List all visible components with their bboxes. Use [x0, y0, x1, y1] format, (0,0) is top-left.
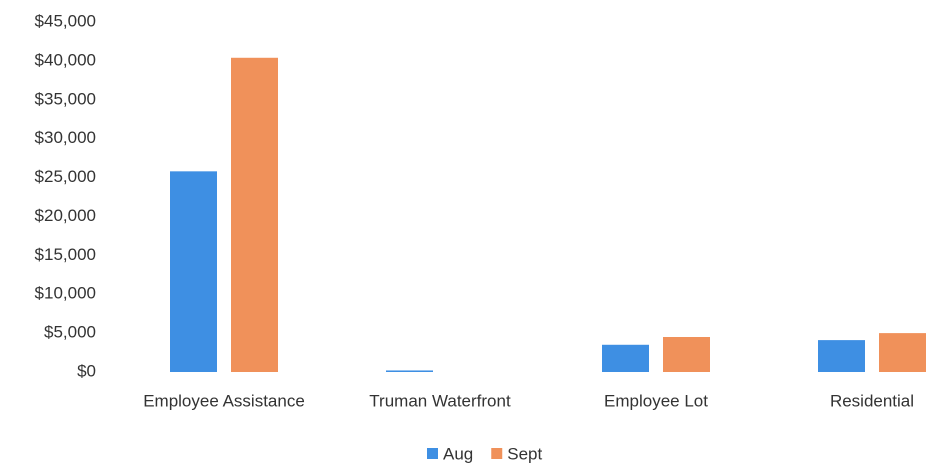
y-tick-label: $0	[77, 361, 96, 380]
bar	[663, 337, 710, 372]
x-tick-label: Employee Lot	[604, 391, 708, 410]
y-tick-label: $5,000	[44, 323, 96, 342]
legend-swatch	[427, 448, 438, 459]
bar	[818, 340, 865, 372]
y-tick-label: $10,000	[35, 284, 96, 303]
y-tick-label: $15,000	[35, 245, 96, 264]
x-tick-label: Residential	[830, 391, 914, 410]
bar	[386, 370, 433, 372]
x-tick-label: Truman Waterfront	[369, 391, 511, 410]
y-tick-label: $25,000	[35, 167, 96, 186]
legend-label: Sept	[507, 444, 542, 463]
bar	[879, 333, 926, 372]
y-tick-label: $30,000	[35, 128, 96, 147]
legend-label: Aug	[443, 444, 473, 463]
y-tick-label: $35,000	[35, 89, 96, 108]
y-tick-label: $40,000	[35, 50, 96, 69]
bar	[231, 57, 278, 373]
legend-swatch	[491, 448, 503, 459]
bar	[170, 171, 217, 372]
y-tick-label: $20,000	[35, 206, 96, 225]
bar	[602, 344, 649, 372]
y-tick-label: $45,000	[35, 11, 96, 30]
x-tick-label: Employee Assistance	[143, 391, 305, 410]
